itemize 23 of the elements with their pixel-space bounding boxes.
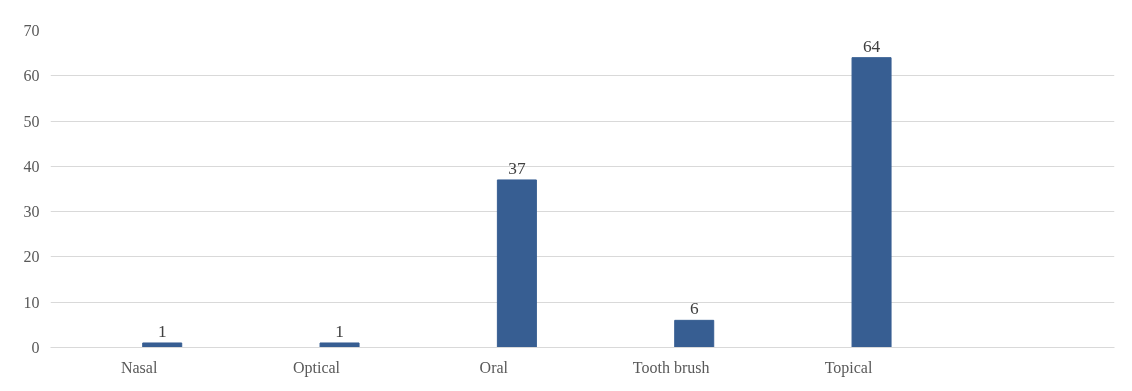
x-tick-label: Nasal [120,358,158,376]
bar [674,319,715,348]
y-tick-label: 10 [23,293,40,311]
y-tick-label: 50 [23,112,40,130]
bar [142,342,183,348]
bar [319,342,360,348]
x-tick-label: Tooth brush [632,358,710,376]
data-label: 1 [335,321,344,341]
y-tick-label: 70 [23,22,40,39]
data-label: 37 [508,158,526,178]
data-label: 6 [689,299,699,319]
y-tick-label: 0 [31,339,40,356]
data-label: 1 [157,321,167,341]
x-tick-label: Topical [824,358,873,377]
bar [496,179,537,348]
data-label: 64 [862,36,881,56]
y-tick-label: 20 [23,248,40,266]
y-tick-label: 30 [23,203,40,221]
x-tick-label: Oral [479,358,509,376]
y-tick-label: 40 [23,157,40,175]
x-tick-label: Optical [292,358,341,377]
y-tick-label: 60 [23,67,40,85]
bar [851,57,892,348]
